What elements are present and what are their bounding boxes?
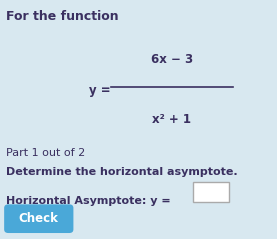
Text: 6x − 3: 6x − 3 <box>151 53 193 66</box>
Text: y =: y = <box>89 84 110 97</box>
FancyBboxPatch shape <box>4 204 73 233</box>
Text: For the function: For the function <box>6 10 118 22</box>
Text: x² + 1: x² + 1 <box>152 113 191 126</box>
FancyBboxPatch shape <box>193 182 229 202</box>
Text: Determine the horizontal asymptote.: Determine the horizontal asymptote. <box>6 167 237 177</box>
Text: Part 1 out of 2: Part 1 out of 2 <box>6 148 85 158</box>
Text: Horizontal Asymptote: y =: Horizontal Asymptote: y = <box>6 196 170 206</box>
Text: Check: Check <box>19 212 59 225</box>
